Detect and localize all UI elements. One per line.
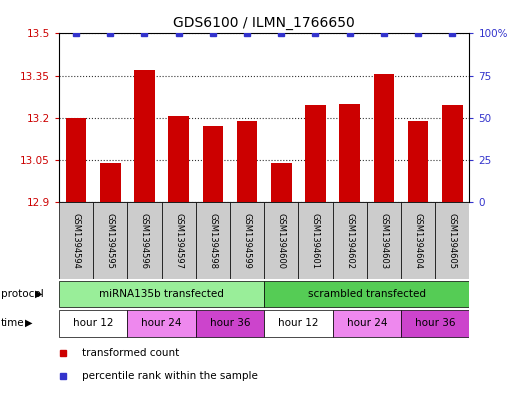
Text: ▶: ▶ [25, 318, 33, 328]
Text: hour 12: hour 12 [278, 318, 319, 328]
Text: miRNA135b transfected: miRNA135b transfected [99, 289, 224, 299]
Text: protocol: protocol [1, 289, 44, 299]
Title: GDS6100 / ILMN_1766650: GDS6100 / ILMN_1766650 [173, 16, 355, 29]
Bar [66, 118, 86, 202]
Text: GSM1394598: GSM1394598 [208, 213, 218, 269]
Bar [196, 310, 264, 336]
Bar [162, 202, 196, 279]
Text: hour 24: hour 24 [347, 318, 387, 328]
Bar [401, 310, 469, 336]
Bar [127, 310, 196, 336]
Bar [367, 202, 401, 279]
Bar [264, 281, 469, 307]
Text: GSM1394596: GSM1394596 [140, 213, 149, 269]
Text: hour 24: hour 24 [142, 318, 182, 328]
Bar [264, 202, 299, 279]
Bar [401, 202, 435, 279]
Bar [408, 121, 428, 202]
Bar [332, 202, 367, 279]
Text: GSM1394603: GSM1394603 [380, 213, 388, 269]
Bar [100, 163, 121, 202]
Bar [271, 163, 291, 202]
Text: GSM1394604: GSM1394604 [413, 213, 423, 269]
Bar [134, 70, 155, 202]
Bar [264, 310, 332, 336]
Text: GSM1394605: GSM1394605 [448, 213, 457, 269]
Text: GSM1394600: GSM1394600 [277, 213, 286, 269]
Text: GSM1394594: GSM1394594 [72, 213, 81, 269]
Text: hour 36: hour 36 [210, 318, 250, 328]
Text: GSM1394602: GSM1394602 [345, 213, 354, 269]
Text: percentile rank within the sample: percentile rank within the sample [82, 371, 258, 381]
Bar [299, 202, 332, 279]
Bar [230, 202, 264, 279]
Bar [203, 127, 223, 202]
Bar [435, 202, 469, 279]
Bar [332, 310, 401, 336]
Bar [196, 202, 230, 279]
Text: GSM1394597: GSM1394597 [174, 213, 183, 269]
Bar [305, 105, 326, 202]
Bar [59, 281, 264, 307]
Text: time: time [1, 318, 25, 328]
Bar [59, 310, 127, 336]
Text: GSM1394599: GSM1394599 [243, 213, 251, 269]
Bar [442, 105, 463, 202]
Bar [127, 202, 162, 279]
Bar [168, 116, 189, 202]
Bar [59, 202, 93, 279]
Text: hour 12: hour 12 [73, 318, 113, 328]
Bar [373, 74, 394, 202]
Text: scrambled transfected: scrambled transfected [308, 289, 426, 299]
Text: ▶: ▶ [35, 289, 43, 299]
Text: GSM1394601: GSM1394601 [311, 213, 320, 269]
Text: transformed count: transformed count [82, 348, 179, 358]
Text: hour 36: hour 36 [415, 318, 456, 328]
Text: GSM1394595: GSM1394595 [106, 213, 115, 269]
Bar [93, 202, 127, 279]
Bar [340, 104, 360, 202]
Bar [237, 121, 258, 202]
